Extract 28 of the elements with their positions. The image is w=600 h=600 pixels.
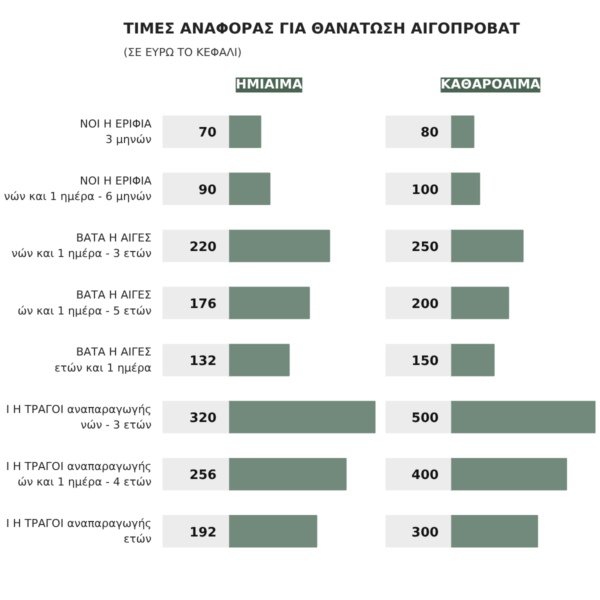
data-label: 400 [412, 468, 439, 484]
data-label: 150 [412, 354, 439, 370]
data-label: 300 [412, 525, 439, 540]
data-label: 320 [189, 411, 217, 426]
series-label: ΚΑΘΑΡΟΑΙΜΑ [440, 78, 540, 92]
chart-subtitle: (ΣΕ ΕΥΡΩ ΤΟ ΚΕΦΑΛΙ) [124, 46, 242, 59]
y-tick-label: ΒΑΤΑ Η ΑΙΓΕΣ ετών και 1 ημέρα [54, 346, 152, 374]
y-tick-label: Ι Η ΤΡΑΓΟΙ αναπαραγωγής ών και 1 ημέρα - 4 ετών [6, 460, 152, 488]
y-tick-label: Ι Η ΤΡΑΓΟΙ αναπαραγωγής ετών [6, 516, 152, 546]
data-label: 500 [412, 411, 439, 426]
data-label: 220 [189, 240, 217, 255]
data-label: 100 [412, 182, 439, 198]
data-label: 256 [189, 468, 217, 484]
chart-title: ΤΙΜΕΣ ΑΝΑΦΟΡΑΣ ΓΙΑ ΘΑΝΑΤΩΣΗ ΑΙΓΟΠΡΟΒΑΤ [124, 19, 521, 38]
data-label: 176 [189, 296, 217, 312]
y-tick-label: Ι Η ΤΡΑΓΟΙ αναπαραγωγής νών - 3 ετών [6, 402, 152, 432]
y-tick-label: ΝΟΙ Η ΕΡΙΦΙΑ 3 μηνών [80, 117, 152, 146]
series-label: ΗΜΙΑΙΜΑ [236, 78, 302, 92]
data-label: 70 [198, 126, 217, 141]
data-label: 200 [412, 296, 439, 312]
data-label: 132 [189, 354, 217, 370]
y-tick-label: ΝΟΙ Η ΕΡΙΦΙΑ νών και 1 ημέρα - 6 μηνών [4, 174, 152, 204]
data-label: 250 [412, 240, 439, 255]
y-tick-label: ΒΑΤΑ Η ΑΙΓΕΣ νών και 1 ημέρα - 3 ετών [12, 232, 152, 260]
data-label: 90 [198, 182, 217, 198]
data-label: 192 [189, 525, 217, 540]
data-label: 80 [420, 126, 439, 141]
y-tick-label: ΒΑΤΑ Η ΑΙΓΕΣ ών και 1 ημέρα - 5 ετών [18, 288, 152, 318]
